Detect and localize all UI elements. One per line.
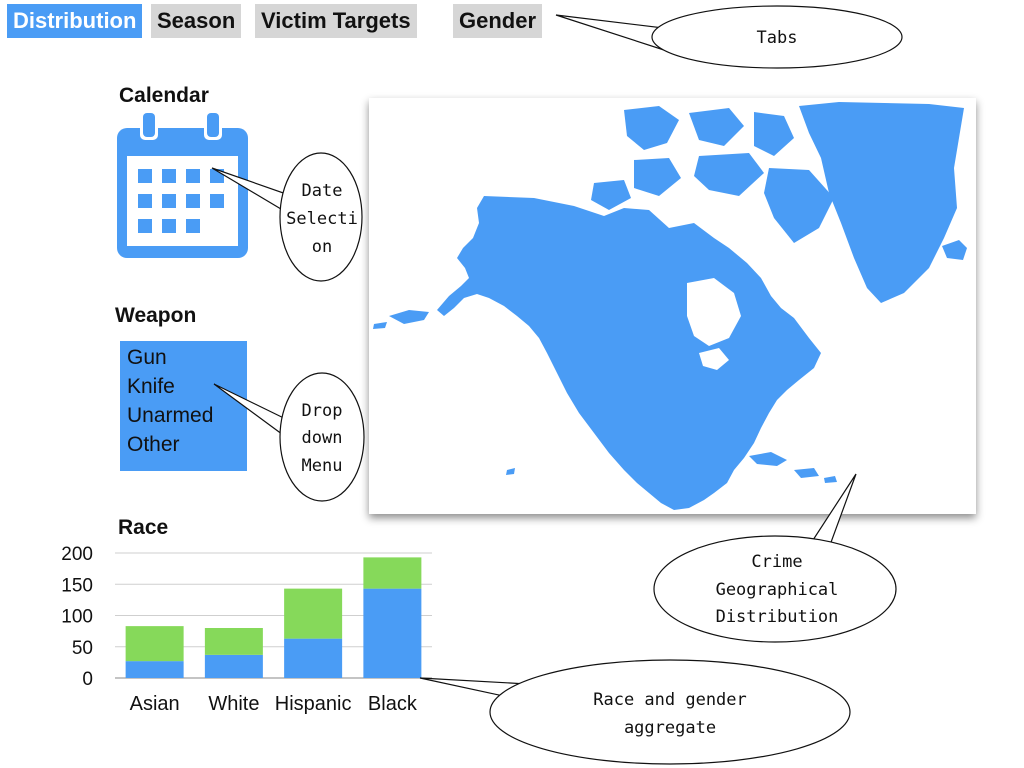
north-america-map [373, 102, 967, 510]
map-callout-text: Distribution [716, 607, 839, 627]
y-tick-label: 100 [61, 607, 93, 628]
bar-segment [204, 654, 263, 678]
x-tick-label: Asian [130, 693, 180, 715]
y-tick-label: 150 [61, 575, 93, 596]
arctic-island-shape [634, 158, 681, 196]
continent-shape [437, 196, 821, 510]
arctic-island-shape [689, 108, 744, 146]
hudson-bay-shape [687, 278, 741, 346]
arctic-island-shape [754, 112, 794, 156]
bar-segment [284, 638, 343, 678]
calendar-icon[interactable] [115, 108, 251, 260]
weapon-option-gun[interactable]: Gun [127, 346, 167, 369]
race-gender-chart: 0 50 100 150 200 Asian White Hispanic Black [61, 544, 432, 715]
x-tick-label: White [208, 693, 259, 715]
arctic-island-shape [624, 106, 679, 150]
bar-segment [363, 557, 422, 589]
weapon-option-knife[interactable]: Knife [127, 375, 175, 398]
weapon-option-unarmed[interactable]: Unarmed [127, 404, 214, 427]
dropdown-callout-text: Menu [302, 456, 343, 476]
date-callout-text: Date [302, 181, 343, 201]
tab-victim-targets[interactable]: Victim Targets [255, 4, 417, 38]
map-callout-bubble [653, 535, 897, 643]
bar-segment [284, 588, 343, 639]
race-callout-text: aggregate [624, 718, 716, 738]
date-callout-bubble [279, 152, 363, 282]
arctic-island-shape [591, 180, 631, 210]
aleutians-shape [373, 322, 387, 329]
map-callout-text: Geographical [716, 580, 839, 600]
iceland-shape [942, 240, 967, 260]
race-callout-text: Race and gender [593, 690, 747, 710]
race-callout-bubble [489, 659, 851, 765]
tab-gender[interactable]: Gender [453, 4, 543, 38]
caribbean-island-shape [749, 452, 787, 466]
bar-segment [125, 626, 184, 662]
weapon-dropdown[interactable]: Gun Knife Unarmed Other [120, 341, 247, 471]
aleutians-shape [389, 310, 429, 324]
tab-season[interactable]: Season [151, 4, 242, 38]
tabs-callout-bubble [651, 5, 903, 69]
caribbean-island-shape [506, 468, 515, 475]
x-tick-label: Hispanic [275, 693, 352, 715]
tabs-callout-text: Tabs [757, 28, 798, 48]
map-callout-text: Crime [751, 552, 802, 572]
y-tick-label: 200 [61, 544, 93, 565]
date-callout-text: on [312, 237, 332, 257]
bar-segment [204, 628, 263, 655]
great-lakes-shape [699, 348, 729, 370]
y-tick-label: 50 [72, 638, 93, 659]
tabs-callout-pointer [555, 14, 682, 51]
tab-distribution[interactable]: Distribution [7, 4, 143, 38]
dropdown-callout-text: down [302, 428, 343, 448]
arctic-island-shape [694, 153, 764, 196]
weapon-option-other[interactable]: Other [127, 433, 180, 456]
greenland-shape [799, 102, 964, 303]
y-tick-label: 0 [82, 669, 93, 690]
dropdown-callout-bubble [279, 372, 365, 502]
bar-segment [125, 661, 184, 678]
bar-segment [363, 588, 422, 678]
x-tick-label: Black [368, 693, 418, 715]
dropdown-callout-text: Drop [302, 401, 343, 421]
date-callout-text: Selecti [286, 209, 358, 229]
race-heading: Race [118, 516, 169, 539]
calendar-heading: Calendar [119, 84, 209, 107]
weapon-heading: Weapon [115, 304, 197, 327]
caribbean-island-shape [824, 476, 837, 483]
caribbean-island-shape [794, 468, 819, 478]
crime-map[interactable] [369, 98, 976, 514]
arctic-island-shape [764, 168, 834, 243]
